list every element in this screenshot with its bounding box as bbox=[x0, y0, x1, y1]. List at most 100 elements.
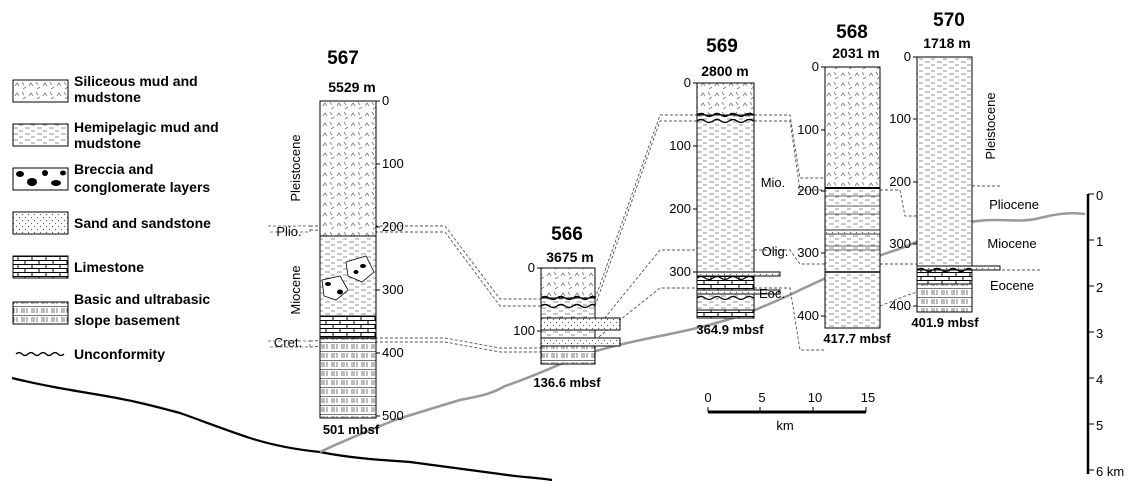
tick-label: 0 bbox=[382, 93, 389, 108]
depth-axis-label: 2 bbox=[1096, 280, 1103, 295]
tick-label: 200 bbox=[889, 174, 911, 189]
breccia-clast bbox=[345, 255, 375, 283]
site-bottom-depth: 417.7 mbsf bbox=[823, 331, 891, 346]
legend-item-breccia: Breccia and conglomerate layers bbox=[12, 161, 210, 195]
tick-label: 0 bbox=[684, 75, 691, 90]
scale-tick-label: 10 bbox=[808, 390, 822, 405]
layer-basement bbox=[540, 345, 596, 365]
layer-sand bbox=[540, 317, 621, 331]
depth-ticks: 0 100 200 300 400 bbox=[889, 49, 917, 313]
legend-item-unconformity: Unconformity bbox=[15, 346, 165, 362]
layer-sand bbox=[824, 229, 881, 235]
age-label: Eocene bbox=[990, 278, 1034, 293]
tick-label: 100 bbox=[382, 156, 404, 171]
legend-label: Limestone bbox=[74, 259, 144, 275]
legend-item-basement: Basic and ultrabasic slope basement bbox=[12, 291, 210, 328]
tick-label: 200 bbox=[669, 201, 691, 216]
scale-tick-label: 15 bbox=[861, 390, 875, 405]
site-id: 568 bbox=[836, 22, 868, 43]
site-bottom-depth: 401.9 mbsf bbox=[911, 315, 979, 330]
site-water-depth: 2031 m bbox=[832, 45, 879, 61]
tick-label: 0 bbox=[904, 49, 911, 64]
age-label: Miocene bbox=[987, 236, 1036, 251]
horizontal-scale-bar: 0 5 10 15 km bbox=[704, 390, 875, 433]
layer-siliceous bbox=[824, 66, 881, 189]
legend: Siliceous mud and mudstone Hemipelagic m… bbox=[12, 73, 219, 362]
age-label: Olig. bbox=[762, 244, 789, 259]
unconformity bbox=[540, 295, 596, 301]
layer-hemipelagic bbox=[696, 114, 755, 273]
legend-label: mudstone bbox=[74, 89, 141, 105]
tick-label: 400 bbox=[382, 345, 404, 360]
site-bottom-depth: 364.9 mbsf bbox=[696, 322, 764, 337]
depth-axis-label: 5 bbox=[1096, 418, 1103, 433]
legend-label: Sand and sandstone bbox=[74, 215, 211, 231]
age-label: Plio. bbox=[276, 224, 301, 239]
depth-axis-label: 4 bbox=[1096, 372, 1103, 387]
layer-siliceous bbox=[540, 267, 596, 299]
site-id: 566 bbox=[551, 224, 583, 245]
site-water-depth: 1718 m bbox=[923, 35, 970, 51]
site-id: 569 bbox=[706, 36, 738, 57]
site-567: 567 5529 m 0 100 200 300 400 500 501 mbs… bbox=[268, 48, 404, 437]
depth-ticks: 0 100 bbox=[513, 260, 541, 338]
legend-label: slope basement bbox=[74, 312, 180, 328]
tick-label: 100 bbox=[889, 111, 911, 126]
site-id: 570 bbox=[933, 10, 965, 31]
siliceous-swatch bbox=[12, 79, 69, 103]
unconformity bbox=[540, 303, 596, 309]
unconformity bbox=[696, 295, 755, 301]
legend-label: mudstone bbox=[74, 135, 141, 151]
site-water-depth: 2800 m bbox=[701, 63, 748, 79]
scale-tick-label: 5 bbox=[758, 390, 765, 405]
unconformity bbox=[696, 275, 755, 281]
layer-sand bbox=[540, 337, 621, 347]
site-water-depth: 5529 m bbox=[328, 79, 375, 95]
legend-label: Breccia and bbox=[74, 161, 153, 177]
unconformity-swatch bbox=[15, 351, 65, 357]
tick-label: 100 bbox=[513, 323, 535, 338]
layer-siliceous bbox=[696, 82, 755, 116]
age-label: Pleistocene bbox=[983, 92, 998, 159]
depth-ticks: 0 100 200 300 bbox=[669, 75, 697, 279]
unconformity bbox=[696, 118, 755, 124]
legend-label: Siliceous mud and bbox=[74, 73, 198, 89]
site-bottom-depth: 501 mbsf bbox=[323, 422, 380, 437]
layer-hemipelagic bbox=[824, 187, 881, 329]
layer-hemipelagic bbox=[916, 56, 973, 270]
scale-unit-label: km bbox=[776, 418, 793, 433]
site-569: 569 2800 m 0 100 200 300 364.9 mbsf Mio.… bbox=[669, 36, 788, 337]
age-label: Cret. bbox=[274, 335, 302, 350]
legend-label: Hemipelagic mud and bbox=[74, 119, 219, 135]
legend-item-siliceous: Siliceous mud and mudstone bbox=[12, 73, 198, 105]
depth-axis-label: 3 bbox=[1096, 326, 1103, 341]
tick-label: 0 bbox=[528, 260, 535, 275]
legend-item-hemipelagic: Hemipelagic mud and mudstone bbox=[12, 119, 219, 151]
age-label: Mio. bbox=[761, 175, 786, 190]
site-id: 567 bbox=[327, 48, 359, 69]
hemipelagic-swatch bbox=[12, 123, 69, 147]
layer-limestone bbox=[696, 309, 755, 319]
site-water-depth: 3675 m bbox=[546, 249, 593, 265]
scale-tick-label: 0 bbox=[704, 390, 711, 405]
legend-label: conglomerate layers bbox=[74, 179, 210, 195]
tick-label: 0 bbox=[812, 59, 819, 74]
tick-label: 200 bbox=[797, 183, 819, 198]
site-bottom-depth: 136.6 mbsf bbox=[533, 375, 601, 390]
depth-axis-label: 6 km bbox=[1096, 464, 1124, 479]
layer-limestone bbox=[319, 315, 377, 339]
layer-hemipelagic bbox=[540, 329, 596, 339]
site-570: 570 1718 m 0 100 200 300 400 401.9 mbsf … bbox=[889, 10, 1039, 330]
layer-siliceous bbox=[319, 100, 377, 237]
tick-label: 300 bbox=[797, 245, 819, 260]
site-568: 568 2031 m 0 100 200 300 400 417.7 mbsf bbox=[797, 22, 891, 346]
sand-swatch bbox=[12, 211, 69, 235]
age-label: Miocene bbox=[288, 265, 303, 314]
tick-label: 400 bbox=[797, 308, 819, 323]
legend-item-sand: Sand and sandstone bbox=[12, 211, 211, 235]
layer-basement bbox=[319, 337, 377, 419]
age-label: Pliocene bbox=[989, 197, 1039, 212]
tick-label: 500 bbox=[382, 408, 404, 423]
tick-label: 100 bbox=[797, 122, 819, 137]
